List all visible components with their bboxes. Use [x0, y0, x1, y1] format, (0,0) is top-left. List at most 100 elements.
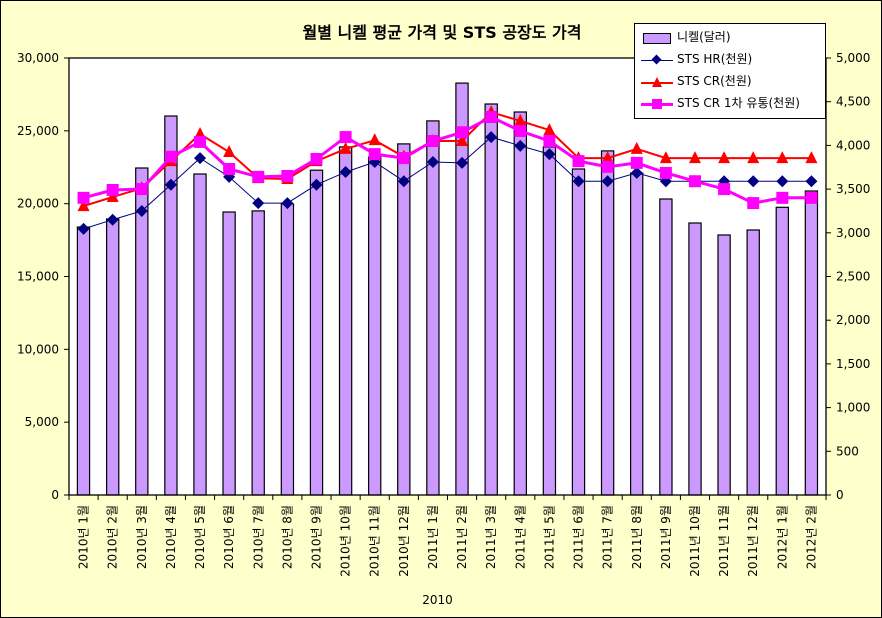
- point-cr1: [310, 152, 323, 165]
- bar-nickel: [571, 168, 586, 496]
- x-tick-label: 2011년 4월: [513, 505, 527, 569]
- point-hr: [310, 178, 323, 191]
- bar-nickel: [135, 167, 149, 496]
- x-tick-label: 2011년 1월: [426, 505, 440, 569]
- bar-nickel: [164, 115, 178, 496]
- point-hr: [164, 178, 177, 191]
- point-hr: [776, 175, 789, 188]
- legend-label: 니켈(달러): [677, 30, 731, 44]
- bar-nickel: [600, 150, 615, 496]
- point-hr: [514, 139, 527, 152]
- point-hr: [601, 175, 614, 188]
- y-tick-label-left: 0: [51, 488, 59, 502]
- point-hr: [252, 197, 265, 210]
- y-tick-label-right: 4,500: [836, 95, 870, 109]
- point-cr: [601, 151, 614, 164]
- bar-nickel: [368, 156, 382, 496]
- x-tick-label: 2010년 2월: [106, 505, 120, 569]
- point-cr1: [339, 131, 352, 144]
- legend-item-cr1: STS CR 1차 유통(천원): [641, 94, 800, 112]
- point-cr: [456, 134, 469, 147]
- point-hr: [135, 204, 148, 217]
- bar-nickel: [659, 198, 673, 496]
- legend-item-nickel: 니켈(달러): [641, 28, 731, 46]
- y-tick-label-right: 2,500: [836, 270, 870, 284]
- point-hr: [747, 175, 760, 188]
- y-tick-label-left: 5,000: [25, 415, 59, 429]
- bar-nickel: [76, 226, 91, 496]
- point-cr: [718, 151, 731, 164]
- y-tick-label-right: 0: [836, 488, 844, 502]
- legend-item-hr: STS HR(천원): [641, 50, 752, 68]
- point-hr: [485, 131, 498, 144]
- diamond-marker-icon: [641, 54, 673, 66]
- bar-nickel: [688, 222, 702, 496]
- x-tick-label: 2011년 10월: [688, 505, 702, 577]
- x-tick-label: 2010년 4월: [164, 505, 178, 569]
- point-cr1: [135, 183, 148, 196]
- x-tick-label: 2011년 7월: [601, 505, 615, 569]
- x-tick-label: 2010년 7월: [251, 505, 265, 569]
- bar-nickel: [251, 210, 265, 496]
- point-cr: [368, 133, 381, 146]
- point-cr1: [106, 183, 119, 196]
- legend-label: STS CR(천원): [677, 74, 752, 88]
- y-tick-label-right: 3,000: [836, 226, 870, 240]
- bar-nickel: [629, 172, 644, 496]
- point-hr: [194, 152, 207, 165]
- bar-nickel: [717, 234, 731, 496]
- point-cr1: [688, 175, 701, 188]
- legend-label: STS CR 1차 유통(천원): [677, 96, 800, 110]
- y-tick-label-right: 5,000: [836, 51, 870, 65]
- point-cr: [630, 141, 643, 154]
- y-tick-label-left: 30,000: [17, 51, 59, 65]
- x-tick-label: 2010년 8월: [280, 505, 294, 569]
- point-cr1: [572, 155, 585, 168]
- plot-area: [69, 58, 826, 495]
- point-cr1: [805, 191, 818, 204]
- point-cr1: [397, 152, 410, 165]
- x-tick-label: 2010년 10월: [339, 505, 353, 577]
- x-axis-label: 2010: [422, 593, 453, 607]
- point-cr1: [456, 126, 469, 139]
- bar-nickel: [484, 103, 498, 496]
- x-tick-label: 2011년 3월: [484, 505, 498, 569]
- y-tick-label-right: 2,000: [836, 313, 870, 327]
- point-hr: [572, 175, 585, 188]
- point-cr1: [194, 135, 207, 148]
- point-hr: [106, 213, 119, 226]
- bar-nickel: [309, 169, 324, 496]
- point-cr: [747, 151, 760, 164]
- bar-nickel: [775, 206, 790, 496]
- bar-nickel: [397, 143, 411, 496]
- bar-nickel: [338, 146, 353, 496]
- x-tick-label: 2010년 6월: [222, 505, 236, 569]
- x-tick-label: 2010년 1월: [77, 505, 91, 569]
- bar-nickel: [222, 211, 236, 496]
- x-tick-label: 2011년 12월: [746, 505, 760, 577]
- legend-label: STS HR(천원): [677, 52, 753, 66]
- point-hr: [281, 197, 294, 210]
- point-cr1: [164, 150, 177, 163]
- y-tick-label-left: 10,000: [17, 342, 59, 356]
- point-cr1: [659, 166, 672, 179]
- point-cr1: [485, 110, 498, 123]
- point-cr: [543, 123, 556, 136]
- point-cr1: [252, 170, 265, 183]
- legend: 니켈(달러) STS HR(천원) STS CR(천원) STS CR 1차 유…: [634, 23, 826, 119]
- point-cr: [339, 141, 352, 154]
- bar-nickel: [542, 146, 557, 496]
- point-cr: [776, 151, 789, 164]
- point-cr1: [281, 169, 294, 182]
- chart-title: 월별 니켈 평균 가격 및 STS 공장도 가격: [302, 23, 582, 42]
- triangle-marker-icon: [641, 76, 673, 88]
- legend-item-cr: STS CR(천원): [641, 72, 752, 90]
- y-tick-label-right: 1,500: [836, 357, 870, 371]
- bar-nickel: [513, 111, 528, 496]
- point-hr: [339, 166, 352, 179]
- bar-nickel: [280, 203, 295, 496]
- point-hr: [456, 156, 469, 169]
- point-cr: [688, 151, 701, 164]
- x-tick-label: 2011년 2월: [455, 505, 469, 569]
- point-cr1: [601, 160, 614, 173]
